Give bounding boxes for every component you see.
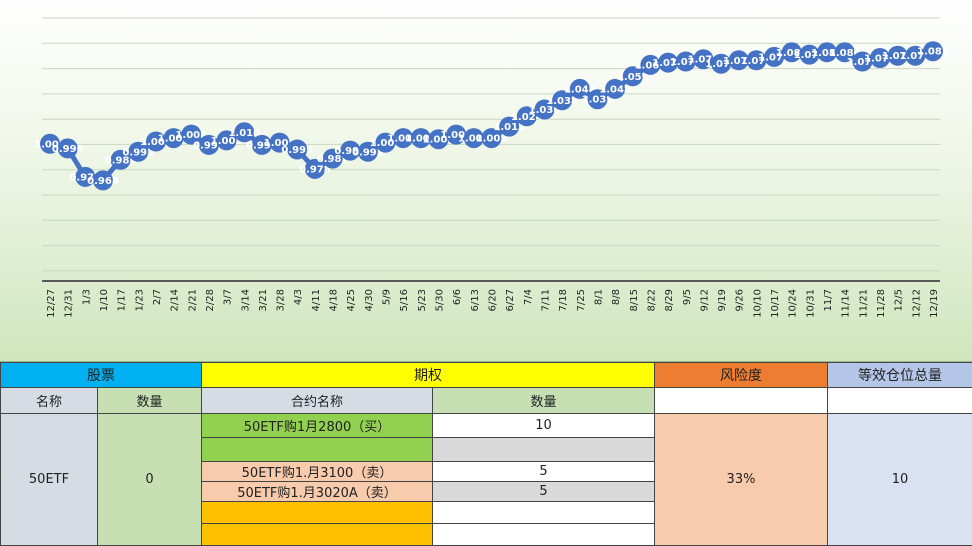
subheader-position-empty xyxy=(828,388,972,414)
x-tick-label: 2/14 xyxy=(170,289,181,311)
header-stock: 股票 xyxy=(1,363,202,388)
x-tick-label: 11/28 xyxy=(876,289,887,318)
x-tick-label: 1/10 xyxy=(99,289,110,311)
subheader-contract: 合约名称 xyxy=(202,388,433,414)
x-tick-label: 7/18 xyxy=(558,289,569,311)
stock-name-cell: 50ETF xyxy=(1,414,98,546)
x-tick-label: 8/15 xyxy=(629,289,640,311)
x-tick-label: 11/7 xyxy=(823,289,834,311)
x-tick-label: 9/12 xyxy=(699,289,710,311)
x-tick-label: 12/31 xyxy=(64,289,75,318)
x-tick-label: 7/4 xyxy=(523,289,534,305)
option-contract-cell xyxy=(202,438,433,462)
x-tick-label: 1/23 xyxy=(134,289,145,311)
x-tick-label: 11/14 xyxy=(841,289,852,318)
option-qty-cell xyxy=(433,524,655,546)
x-tick-label: 12/27 xyxy=(46,289,57,318)
data-label: 1.081 xyxy=(917,47,949,58)
option-contract-cell: 50ETF购1.月3100（卖） xyxy=(202,462,433,482)
x-tick-label: 9/5 xyxy=(682,289,693,305)
x-tick-label: 3/21 xyxy=(258,289,269,311)
x-tick-label: 12/12 xyxy=(911,289,922,318)
data-label: 0.995 xyxy=(281,145,313,156)
subheader-contract-qty: 数量 xyxy=(433,388,655,414)
x-tick-label: 10/10 xyxy=(752,289,763,318)
x-tick-label: 5/23 xyxy=(417,289,428,311)
x-tick-label: 5/30 xyxy=(435,289,446,311)
x-tick-label: 1/17 xyxy=(117,289,128,311)
x-tick-label: 8/22 xyxy=(646,289,657,311)
option-contract-cell: 50ETF购1月2800（买） xyxy=(202,414,433,438)
stock-qty-cell: 0 xyxy=(98,414,202,546)
header-position: 等效仓位总量 xyxy=(828,363,972,388)
data-label: 1.038 xyxy=(546,96,578,107)
x-tick-label: 4/3 xyxy=(293,289,304,305)
position-value-cell: 10 xyxy=(828,414,972,546)
x-tick-label: 5/9 xyxy=(382,289,393,305)
x-tick-label: 4/11 xyxy=(311,289,322,311)
x-tick-label: 3/28 xyxy=(276,289,287,311)
x-tick-label: 10/31 xyxy=(805,289,816,318)
x-tick-label: 3/7 xyxy=(223,289,234,305)
x-tick-label: 6/20 xyxy=(488,289,499,311)
x-tick-label: 8/1 xyxy=(594,289,605,305)
x-tick-label: 10/17 xyxy=(770,289,781,318)
risk-value-cell: 33% xyxy=(655,414,828,546)
x-tick-label: 7/25 xyxy=(576,289,587,311)
data-label: 1.005 xyxy=(476,134,508,145)
data-label: 1.010 xyxy=(228,128,260,139)
x-tick-label: 12/5 xyxy=(894,289,905,311)
series-line xyxy=(50,51,933,180)
option-qty-cell: 10 xyxy=(433,414,655,438)
option-qty-cell: 5 xyxy=(433,462,655,482)
data-label: 0.996 xyxy=(52,144,84,155)
header-risk: 风险度 xyxy=(655,363,828,388)
subheader-qty: 数量 xyxy=(98,388,202,414)
line-chart: 1.0000.9960.9710.9680.9860.9931.0021.005… xyxy=(0,0,972,362)
x-tick-label: 2/21 xyxy=(187,289,198,311)
option-contract-cell xyxy=(202,502,433,524)
data-label: 1.059 xyxy=(617,72,649,83)
option-contract-cell xyxy=(202,524,433,546)
x-tick-label: 8/29 xyxy=(664,289,675,311)
subheader-risk-empty xyxy=(655,388,828,414)
x-tick-label: 2/28 xyxy=(205,289,216,311)
x-tick-label: 4/25 xyxy=(346,289,357,311)
x-tick-label: 1/3 xyxy=(81,289,92,305)
x-tick-label: 6/6 xyxy=(452,289,463,305)
option-qty-cell xyxy=(433,502,655,524)
option-qty-cell xyxy=(433,438,655,462)
x-tick-label: 6/27 xyxy=(505,289,516,311)
data-label: 1.048 xyxy=(599,84,631,95)
x-tick-label: 2/7 xyxy=(152,289,163,305)
subheader-name: 名称 xyxy=(1,388,98,414)
x-tick-label: 9/26 xyxy=(735,289,746,311)
x-tick-label: 4/30 xyxy=(364,289,375,311)
option-qty-cell: 5 xyxy=(433,482,655,502)
x-tick-label: 4/18 xyxy=(329,289,340,311)
x-tick-label: 7/11 xyxy=(541,289,552,311)
x-tick-label: 12/19 xyxy=(929,289,940,318)
x-tick-label: 9/19 xyxy=(717,289,728,311)
x-tick-label: 10/24 xyxy=(788,289,799,318)
option-contract-cell: 50ETF购1.月3020A（卖） xyxy=(202,482,433,502)
position-table: 股票 期权 风险度 等效仓位总量 名称 数量 合约名称 数量 50ETF 0 5… xyxy=(0,362,972,546)
data-label: 0.968 xyxy=(87,176,119,187)
x-tick-label: 3/14 xyxy=(240,289,251,311)
x-tick-label: 11/21 xyxy=(858,289,869,318)
x-tick-label: 5/16 xyxy=(399,289,410,311)
x-tick-label: 6/13 xyxy=(470,289,481,311)
header-option: 期权 xyxy=(202,363,655,388)
x-tick-label: 8/8 xyxy=(611,289,622,305)
